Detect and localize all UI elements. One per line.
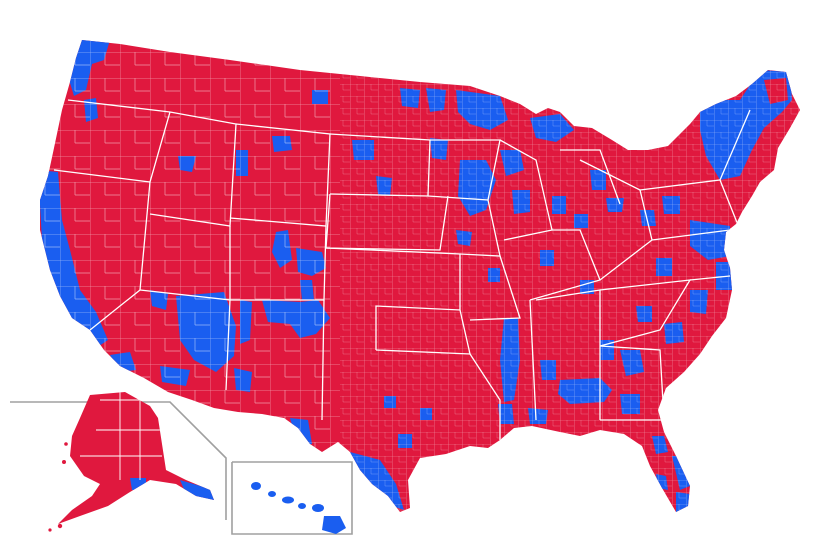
state-borders <box>53 99 751 440</box>
hawaii-inset <box>251 482 346 534</box>
alaska-inset <box>48 392 214 532</box>
